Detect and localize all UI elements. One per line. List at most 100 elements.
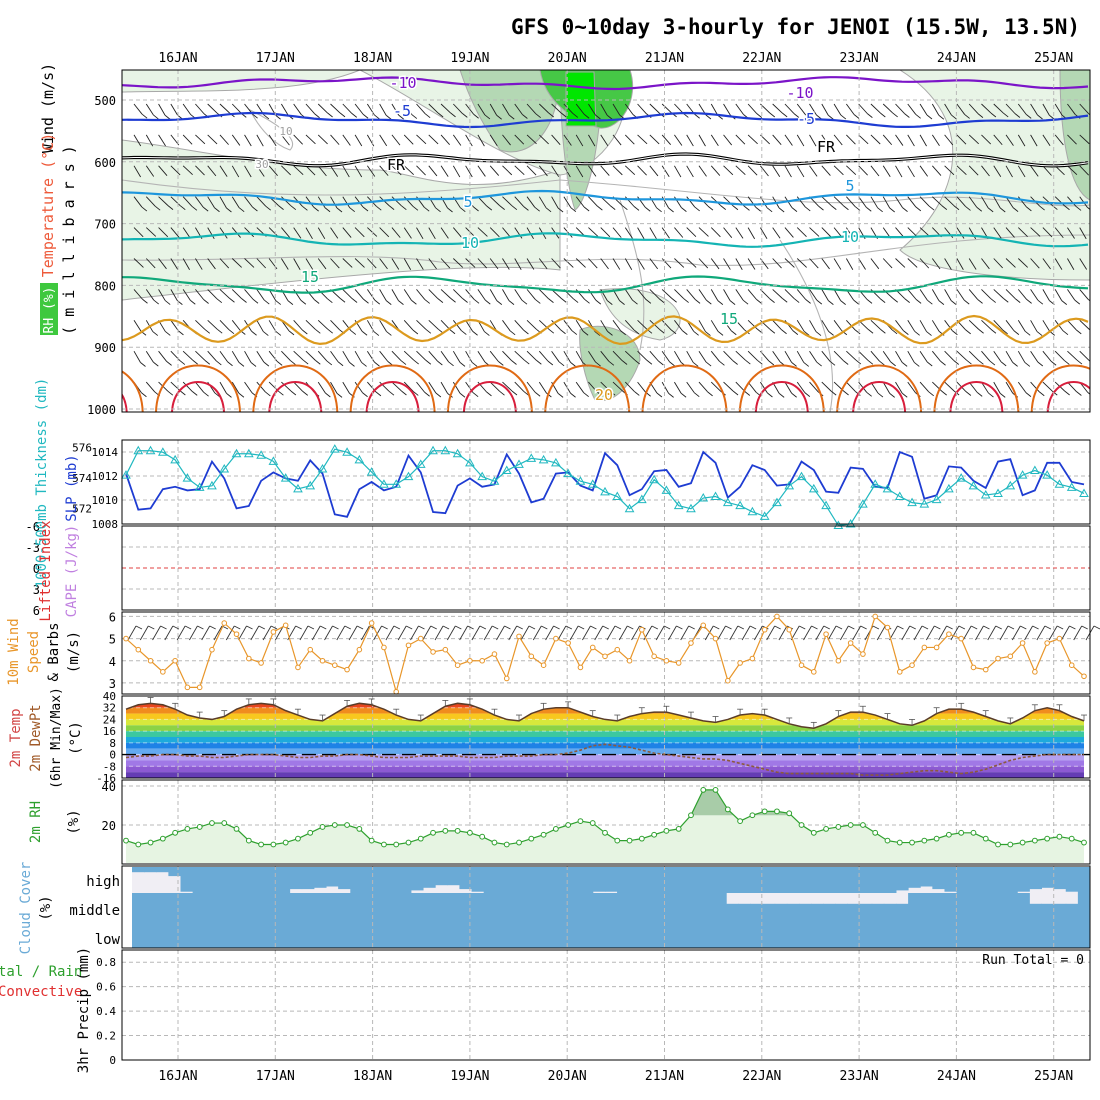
upper-air-wind-barb bbox=[207, 165, 217, 177]
wind10m-barb bbox=[790, 625, 806, 641]
thickness-point bbox=[686, 503, 696, 513]
slp-tick-1010: 1010 bbox=[92, 494, 119, 507]
upper-air-wind-barb bbox=[379, 227, 390, 238]
upper-air-wind-barb bbox=[231, 381, 245, 398]
rh2m-point bbox=[381, 841, 387, 848]
rh2m-point bbox=[1007, 841, 1014, 848]
cloud-high-bar bbox=[168, 867, 182, 877]
upper-air-wind-barb bbox=[170, 165, 181, 176]
upper-air-wind-barb bbox=[145, 289, 160, 305]
temp-band bbox=[126, 760, 1084, 767]
cloud-high-bar bbox=[1005, 867, 1018, 893]
upper-air-wind-barb bbox=[809, 320, 822, 336]
upper-air-wind-barb bbox=[514, 227, 523, 239]
upper-air-wind-barb bbox=[772, 258, 782, 269]
wind10m-speed-point bbox=[589, 644, 596, 651]
upper-air-wind-barb bbox=[440, 350, 454, 367]
wind10m-barb bbox=[446, 625, 462, 641]
upper-air-wind-barb bbox=[968, 196, 983, 212]
cloud-mid-bar bbox=[665, 893, 679, 920]
upper-air-wind-barb bbox=[207, 289, 223, 304]
wind10m-barb bbox=[299, 625, 315, 641]
wind10m-barb bbox=[483, 625, 499, 641]
upper-air-wind-barb bbox=[366, 134, 375, 147]
upper-air-wind-barb bbox=[514, 381, 530, 396]
thickness-tick-574: 574 bbox=[72, 472, 92, 485]
wind10m-speed-point bbox=[1044, 640, 1050, 646]
top-date-23JAN: 23JAN bbox=[840, 51, 879, 66]
upper-air-wind-barb bbox=[821, 165, 831, 176]
upper-air-wind-barb bbox=[968, 381, 983, 397]
upper-air-wind-barb bbox=[256, 258, 267, 269]
wind10m-tick-4: 4 bbox=[109, 655, 116, 669]
upper-air-wind-barb bbox=[710, 196, 727, 210]
upper-air-wind-barb bbox=[305, 196, 319, 212]
label-cloud-cover: Cloud Cover bbox=[18, 862, 34, 955]
rh2m-point bbox=[614, 837, 621, 844]
temp-contour-30 bbox=[122, 393, 128, 412]
wind10m-barb bbox=[1036, 625, 1052, 641]
upper-air-wind-barb bbox=[268, 289, 282, 305]
upper-air-wind-barb bbox=[698, 134, 706, 147]
temp-contour-25 bbox=[738, 364, 825, 412]
upper-air-wind-barb bbox=[219, 289, 235, 303]
panel-frames bbox=[121, 69, 1091, 1061]
upper-air-wind-barb bbox=[870, 196, 883, 213]
label-wind10m: 10m Wind bbox=[6, 618, 22, 685]
cloud-high-bar bbox=[617, 867, 630, 893]
label-precip-total-rain: tal / Rain bbox=[0, 964, 82, 980]
wind10m-barb bbox=[729, 625, 745, 641]
upper-air-wind-barb bbox=[563, 258, 574, 268]
wind10m-barb bbox=[397, 625, 413, 641]
wind10m-speed-point bbox=[823, 631, 829, 637]
rh2m-point bbox=[982, 835, 989, 842]
thickness-point bbox=[673, 500, 684, 510]
wind10m-speed-point bbox=[651, 653, 657, 660]
upper-air-wind-barb bbox=[133, 289, 148, 304]
upper-air-wind-barb bbox=[1017, 381, 1032, 397]
upper-air-wind-barb bbox=[502, 103, 515, 120]
chart-title: GFS 0~10day 3-hourly for JENOI (15.5W, 1… bbox=[511, 15, 1080, 39]
temp-contour-30 bbox=[171, 381, 225, 412]
contour-label-fr_b: FR bbox=[817, 138, 836, 156]
temp-band bbox=[126, 754, 1084, 761]
upper-air-wind-barb bbox=[1017, 134, 1026, 147]
cloud-cover-row-labels: high middle low bbox=[69, 874, 120, 948]
thickness-point bbox=[256, 450, 266, 459]
wind10m-panel: 6 5 4 3 bbox=[109, 610, 1100, 695]
upper-air-wind-barb bbox=[158, 289, 171, 305]
upper-air-wind-barb bbox=[661, 289, 677, 303]
upper-air-wind-barb bbox=[895, 134, 904, 146]
rh2m-point bbox=[786, 810, 793, 817]
rh2m-point bbox=[307, 829, 314, 836]
cloud-high-bar bbox=[520, 867, 533, 893]
thickness-point bbox=[772, 497, 782, 507]
upper-air-wind-barb bbox=[342, 289, 358, 303]
upper-air-wind-barb bbox=[993, 165, 1002, 177]
cloud-low-bar bbox=[229, 920, 242, 948]
cloud-high-bar bbox=[859, 867, 873, 893]
upper-air-wind-barb bbox=[993, 381, 1006, 398]
cloud-mid-bar bbox=[386, 893, 400, 920]
cloud-low-bar bbox=[859, 920, 873, 948]
upper-air-wind-barb bbox=[1030, 381, 1045, 397]
pressure-tick-1000: 1000 bbox=[87, 403, 116, 417]
upper-air-wind-barb bbox=[1092, 289, 1100, 302]
wind10m-barb bbox=[889, 625, 904, 641]
cloud-low-bar bbox=[471, 920, 485, 948]
upper-air-wind-barb bbox=[133, 134, 142, 147]
cloud-high-bar bbox=[762, 867, 776, 893]
upper-air-wind-barb bbox=[182, 258, 190, 270]
upper-air-wind-barb bbox=[661, 350, 675, 367]
upper-air-wind-barb bbox=[931, 134, 940, 146]
upper-air-wind-barb bbox=[612, 350, 628, 365]
rh2m-point bbox=[1056, 833, 1063, 840]
cloud-high-bar bbox=[289, 867, 303, 890]
upper-air-wind-barb bbox=[907, 258, 918, 268]
cloud-low-bar bbox=[908, 920, 921, 948]
thickness-point bbox=[624, 503, 635, 513]
thickness-point bbox=[563, 468, 574, 478]
cloud-low-bar bbox=[604, 920, 618, 948]
upper-air-wind-barb bbox=[686, 196, 700, 212]
